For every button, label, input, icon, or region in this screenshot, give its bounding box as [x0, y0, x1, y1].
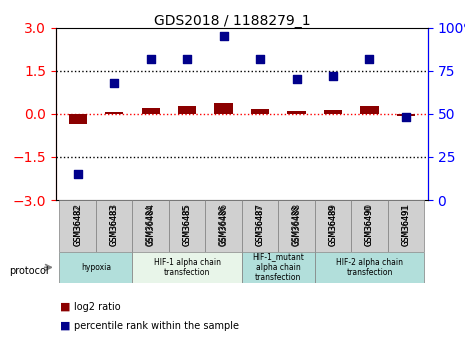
Text: ■: ■ — [60, 302, 71, 312]
Text: GSM36484: GSM36484 — [146, 203, 155, 246]
FancyBboxPatch shape — [278, 200, 315, 252]
FancyBboxPatch shape — [351, 200, 388, 252]
FancyBboxPatch shape — [388, 200, 424, 252]
FancyBboxPatch shape — [242, 252, 315, 283]
FancyBboxPatch shape — [206, 200, 242, 252]
Text: GSM36486: GSM36486 — [219, 204, 228, 246]
Text: GSM36482: GSM36482 — [73, 203, 82, 246]
Text: GSM36491: GSM36491 — [401, 204, 411, 246]
Point — [110, 80, 118, 86]
Text: log2 ratio: log2 ratio — [74, 302, 121, 312]
Text: GSM36489: GSM36489 — [328, 204, 338, 246]
Text: GSM36485: GSM36485 — [183, 204, 192, 246]
Text: GSM36486: GSM36486 — [219, 203, 228, 246]
Bar — [397, 114, 415, 116]
FancyBboxPatch shape — [242, 200, 278, 252]
Point — [293, 77, 300, 82]
Text: percentile rank within the sample: percentile rank within the sample — [74, 321, 239, 331]
Text: protocol: protocol — [9, 266, 49, 276]
Text: GDS2018 / 1188279_1: GDS2018 / 1188279_1 — [154, 14, 311, 28]
Bar — [141, 108, 160, 114]
Point — [147, 56, 154, 61]
Text: GSM36483: GSM36483 — [110, 203, 119, 246]
Bar — [68, 114, 87, 124]
FancyBboxPatch shape — [315, 252, 424, 283]
Text: HIF-1 alpha chain
transfection: HIF-1 alpha chain transfection — [153, 258, 220, 277]
FancyBboxPatch shape — [96, 200, 133, 252]
FancyBboxPatch shape — [133, 252, 242, 283]
FancyBboxPatch shape — [315, 200, 351, 252]
Point — [74, 171, 81, 177]
FancyBboxPatch shape — [169, 200, 206, 252]
Bar — [324, 110, 342, 114]
FancyBboxPatch shape — [60, 200, 96, 252]
Text: GSM36488: GSM36488 — [292, 203, 301, 246]
Bar — [360, 106, 379, 114]
Point — [256, 56, 264, 61]
Bar — [178, 106, 196, 114]
Text: GSM36489: GSM36489 — [328, 203, 338, 246]
Text: HIF-1_mutant
alpha chain
transfection: HIF-1_mutant alpha chain transfection — [252, 253, 304, 282]
Point — [220, 33, 227, 39]
Point — [366, 56, 373, 61]
Point — [402, 115, 410, 120]
Text: HIF-2 alpha chain
transfection: HIF-2 alpha chain transfection — [336, 258, 403, 277]
Text: GSM36483: GSM36483 — [110, 204, 119, 246]
Bar — [287, 111, 306, 114]
FancyBboxPatch shape — [60, 252, 133, 283]
Text: GSM36485: GSM36485 — [183, 203, 192, 246]
Text: GSM36490: GSM36490 — [365, 203, 374, 246]
Text: hypoxia: hypoxia — [81, 263, 111, 272]
Text: GSM36491: GSM36491 — [401, 203, 411, 246]
Text: GSM36482: GSM36482 — [73, 204, 82, 246]
Bar — [105, 112, 123, 114]
Point — [329, 73, 337, 79]
Text: GSM36487: GSM36487 — [256, 204, 265, 246]
Bar — [251, 109, 269, 114]
Text: GSM36488: GSM36488 — [292, 204, 301, 246]
FancyBboxPatch shape — [133, 200, 169, 252]
Point — [183, 56, 191, 61]
Text: ■: ■ — [60, 321, 71, 331]
Text: GSM36487: GSM36487 — [256, 203, 265, 246]
Text: GSM36490: GSM36490 — [365, 204, 374, 246]
Text: GSM36484: GSM36484 — [146, 204, 155, 246]
Bar — [214, 103, 232, 114]
